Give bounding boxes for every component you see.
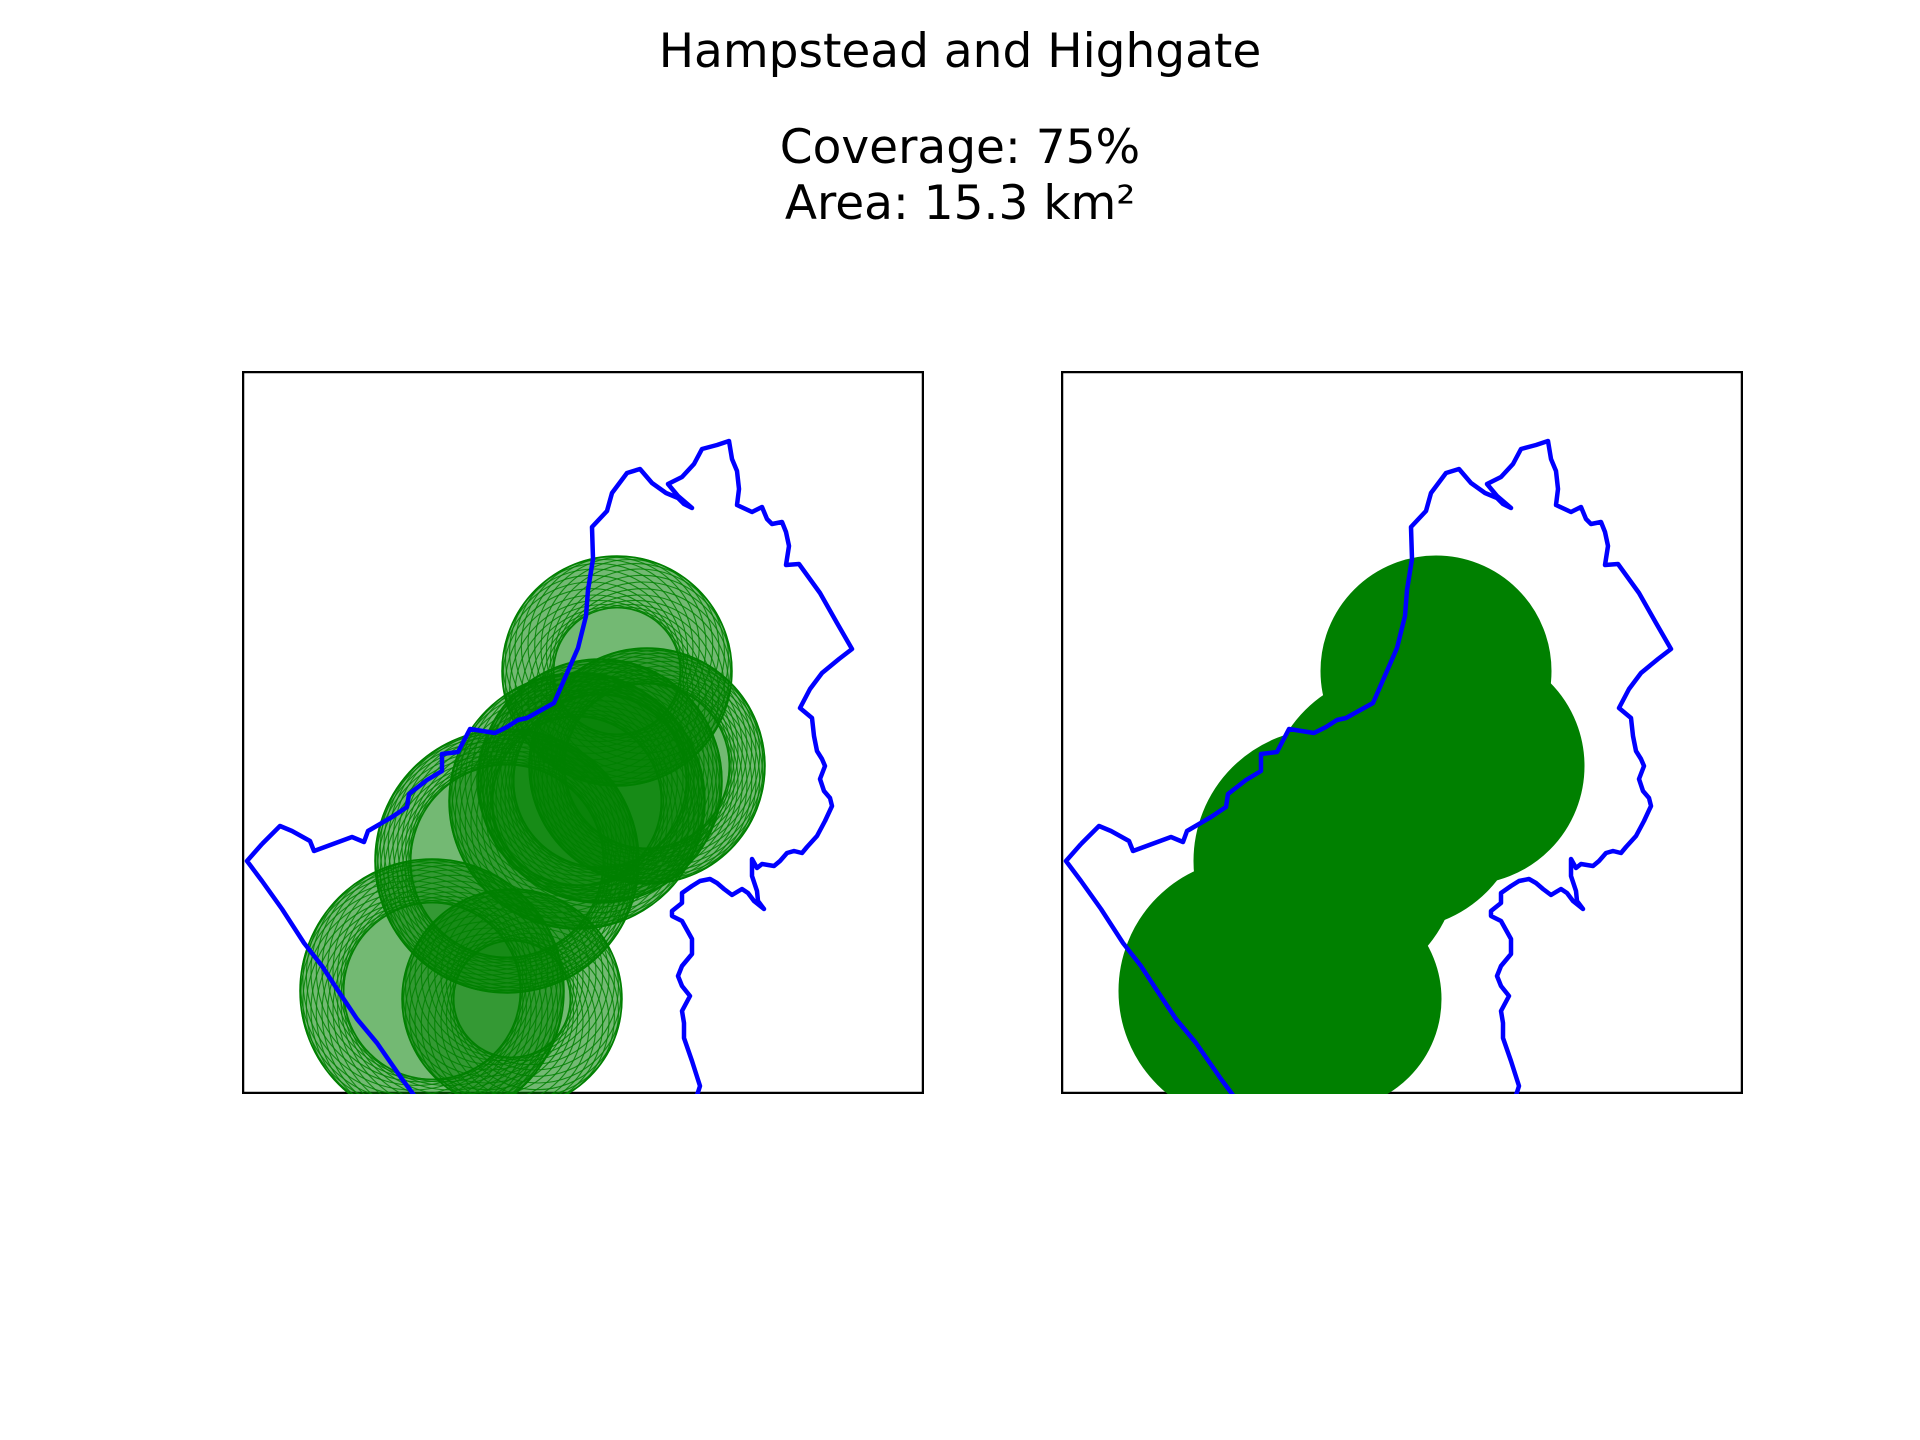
coverage-circle-cluster xyxy=(477,658,723,904)
right-map-panel xyxy=(1061,371,1743,1094)
coverage-circle xyxy=(479,685,689,895)
coverage-circle xyxy=(404,901,575,1071)
coverage-circle xyxy=(440,936,610,1094)
coverage-circles-filled xyxy=(1118,555,1585,1094)
district-boundary xyxy=(1063,438,1674,1094)
coverage-circle xyxy=(440,891,610,1062)
coverage-circle xyxy=(452,907,622,1077)
coverage-circle xyxy=(504,660,714,870)
coverage-circle xyxy=(500,659,710,869)
left-map-panel xyxy=(242,371,924,1094)
coverage-stat: Coverage: 75% xyxy=(779,120,1141,175)
area-stat: Area: 15.3 km² xyxy=(784,176,1136,231)
coverage-circle xyxy=(427,888,597,1058)
coverage-circle xyxy=(445,896,615,1066)
coverage-circle xyxy=(1220,888,1442,1094)
coverage-circle-cluster xyxy=(401,888,623,1094)
coverage-circle xyxy=(453,914,623,1084)
coverage-circle xyxy=(490,693,700,903)
coverage-circle xyxy=(449,901,620,1071)
coverage-circle xyxy=(478,671,688,881)
district-boundary xyxy=(244,438,855,1094)
coverage-circle xyxy=(512,671,722,881)
coverage-circles-outlined xyxy=(299,555,766,1094)
coverage-circle xyxy=(414,936,584,1094)
coverage-circle xyxy=(1296,658,1542,904)
coverage-circle xyxy=(434,889,604,1059)
map-title: Hampstead and Highgate xyxy=(658,24,1262,79)
coverage-circle xyxy=(401,914,571,1084)
coverage-circle xyxy=(486,660,696,870)
coverage-circle xyxy=(427,940,597,1094)
coverage-circle xyxy=(508,663,718,873)
coverage-circle xyxy=(511,667,721,877)
